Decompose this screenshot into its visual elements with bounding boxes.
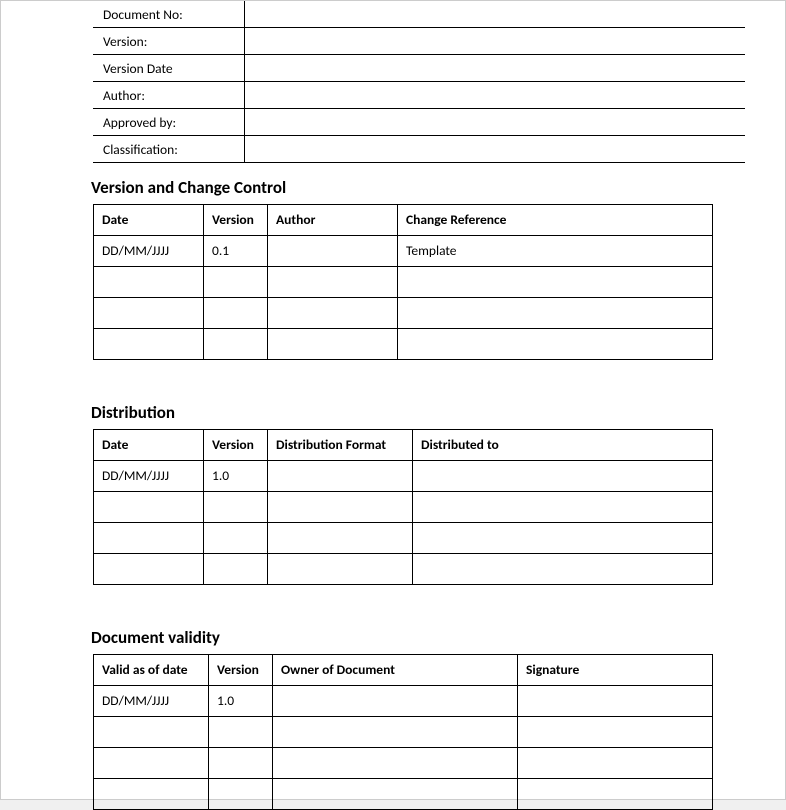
table-cell xyxy=(518,686,713,717)
table-cell xyxy=(268,329,398,360)
table-cell xyxy=(94,267,204,298)
table-row: DD/MM/JJJJ1.0 xyxy=(94,686,713,717)
table-cell xyxy=(204,329,268,360)
meta-label: Version: xyxy=(93,28,245,54)
version-control-title: Version and Change Control xyxy=(91,177,753,198)
meta-label: Approved by: xyxy=(93,109,245,135)
table-header: Date xyxy=(94,430,204,461)
table-cell xyxy=(268,298,398,329)
table-cell xyxy=(204,523,268,554)
table-header: Version xyxy=(209,655,273,686)
document-page: Document No: Version: Version Date Autho… xyxy=(0,0,786,800)
table-cell xyxy=(209,717,273,748)
table-row: DD/MM/JJJJ0.1 Template xyxy=(94,236,713,267)
meta-label: Author: xyxy=(93,82,245,108)
meta-row: Classification: xyxy=(93,136,745,163)
table-cell xyxy=(268,267,398,298)
table-cell xyxy=(273,686,518,717)
table-cell: 1.0 xyxy=(204,461,268,492)
table-cell xyxy=(273,779,518,810)
table-row: DD/MM/JJJJ1.0 xyxy=(94,461,713,492)
table-cell xyxy=(94,329,204,360)
table-row xyxy=(94,748,713,779)
table-header: Distribution Format xyxy=(268,430,413,461)
table-cell xyxy=(268,554,413,585)
table-cell xyxy=(94,492,204,523)
table-cell xyxy=(413,492,713,523)
table-cell xyxy=(413,554,713,585)
meta-label: Document No: xyxy=(93,1,245,27)
table-cell xyxy=(94,779,209,810)
table-cell xyxy=(518,779,713,810)
meta-row: Author: xyxy=(93,82,745,109)
table-row xyxy=(94,267,713,298)
table-cell xyxy=(204,267,268,298)
version-control-table: DateVersionAuthorChange ReferenceDD/MM/J… xyxy=(93,204,713,360)
table-header: Version xyxy=(204,430,268,461)
table-header: Signature xyxy=(518,655,713,686)
table-cell xyxy=(204,492,268,523)
validity-table: Valid as of dateVersionOwner of Document… xyxy=(93,654,713,810)
table-cell xyxy=(273,717,518,748)
meta-label: Version Date xyxy=(93,55,245,81)
table-cell xyxy=(398,267,713,298)
table-row xyxy=(94,554,713,585)
table-row xyxy=(94,523,713,554)
table-header: Version xyxy=(204,205,268,236)
table-header: Author xyxy=(268,205,398,236)
table-cell: Template xyxy=(398,236,713,267)
meta-row: Approved by: xyxy=(93,109,745,136)
table-row xyxy=(94,779,713,810)
table-cell xyxy=(94,554,204,585)
table-row xyxy=(94,492,713,523)
table-cell xyxy=(94,298,204,329)
distribution-table: DateVersionDistribution FormatDistribute… xyxy=(93,429,713,585)
table-cell: DD/MM/JJJJ xyxy=(94,686,209,717)
table-header: Distributed to xyxy=(413,430,713,461)
table-cell xyxy=(413,523,713,554)
table-cell xyxy=(268,461,413,492)
table-row xyxy=(94,717,713,748)
table-cell xyxy=(398,329,713,360)
table-header: Owner of Document xyxy=(273,655,518,686)
table-cell xyxy=(209,748,273,779)
table-cell: 0.1 xyxy=(204,236,268,267)
table-row xyxy=(94,298,713,329)
table-cell xyxy=(413,461,713,492)
table-header: Valid as of date xyxy=(94,655,209,686)
table-cell xyxy=(518,717,713,748)
meta-label: Classification: xyxy=(93,136,245,162)
table-header: Change Reference xyxy=(398,205,713,236)
table-cell xyxy=(273,748,518,779)
table-cell xyxy=(204,554,268,585)
distribution-title: Distribution xyxy=(91,402,753,423)
table-cell xyxy=(518,748,713,779)
table-cell: DD/MM/JJJJ xyxy=(94,461,204,492)
table-cell xyxy=(94,523,204,554)
meta-row: Version: xyxy=(93,28,745,55)
table-header: Date xyxy=(94,205,204,236)
meta-row: Version Date xyxy=(93,55,745,82)
table-cell xyxy=(268,492,413,523)
table-cell: 1.0 xyxy=(209,686,273,717)
spacer xyxy=(33,360,753,388)
spacer xyxy=(33,585,753,613)
metadata-table: Document No: Version: Version Date Autho… xyxy=(93,1,745,163)
table-cell: DD/MM/JJJJ xyxy=(94,236,204,267)
table-cell xyxy=(268,236,398,267)
table-cell xyxy=(398,298,713,329)
validity-title: Document validity xyxy=(91,627,753,648)
table-cell xyxy=(94,748,209,779)
table-cell xyxy=(204,298,268,329)
table-cell xyxy=(94,717,209,748)
table-cell xyxy=(209,779,273,810)
table-cell xyxy=(268,523,413,554)
table-row xyxy=(94,329,713,360)
meta-row: Document No: xyxy=(93,1,745,28)
